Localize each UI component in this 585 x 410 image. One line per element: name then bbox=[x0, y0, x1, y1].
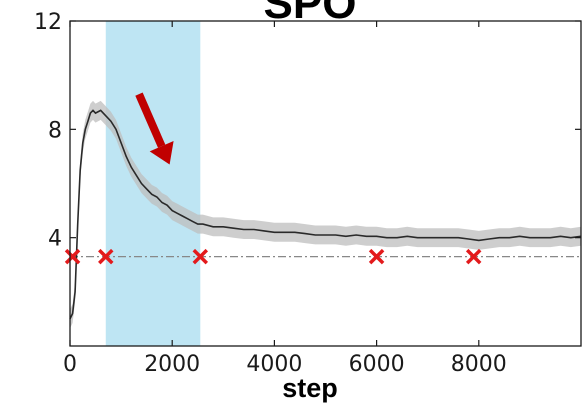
highlight-band-layer bbox=[105, 21, 201, 346]
x-marker bbox=[368, 248, 385, 265]
x-tick-label: 2000 bbox=[144, 352, 200, 377]
x-tick-label: 4000 bbox=[246, 352, 302, 377]
x-marker-stroke bbox=[98, 248, 114, 265]
x-axis-title: step bbox=[282, 373, 338, 403]
highlight-band bbox=[105, 21, 201, 346]
x-marker-stroke bbox=[64, 248, 81, 265]
x-tick-label: 0 bbox=[63, 352, 77, 377]
y-tick-label: 4 bbox=[48, 227, 62, 252]
x-marker-stroke bbox=[192, 248, 209, 265]
plot-frame bbox=[69, 20, 582, 347]
x-marker bbox=[98, 248, 114, 265]
y-tick-label: 12 bbox=[34, 10, 62, 35]
x-marker bbox=[192, 248, 209, 265]
y-tick-label: 8 bbox=[48, 118, 62, 143]
arrow-layer bbox=[135, 92, 174, 165]
x-marker bbox=[465, 248, 482, 265]
chart-title: SPO bbox=[264, 0, 357, 28]
x-marker-stroke bbox=[465, 248, 482, 265]
marker-layer bbox=[64, 248, 482, 265]
series-line-layer bbox=[69, 109, 582, 320]
x-marker bbox=[64, 248, 81, 265]
series-line bbox=[69, 109, 582, 320]
text-layer: SPO step bbox=[264, 0, 357, 403]
arrow-head bbox=[149, 141, 174, 165]
series-noise-band bbox=[70, 100, 581, 329]
x-tick-label: 6000 bbox=[349, 352, 405, 377]
arrow-shaft bbox=[135, 92, 166, 148]
axes-layer: 0 2000 4000 6000 8000 4 8 12 bbox=[34, 10, 582, 377]
x-marker-stroke bbox=[368, 248, 385, 265]
x-tick-label: 8000 bbox=[451, 352, 507, 377]
noise-band-layer bbox=[70, 100, 581, 329]
